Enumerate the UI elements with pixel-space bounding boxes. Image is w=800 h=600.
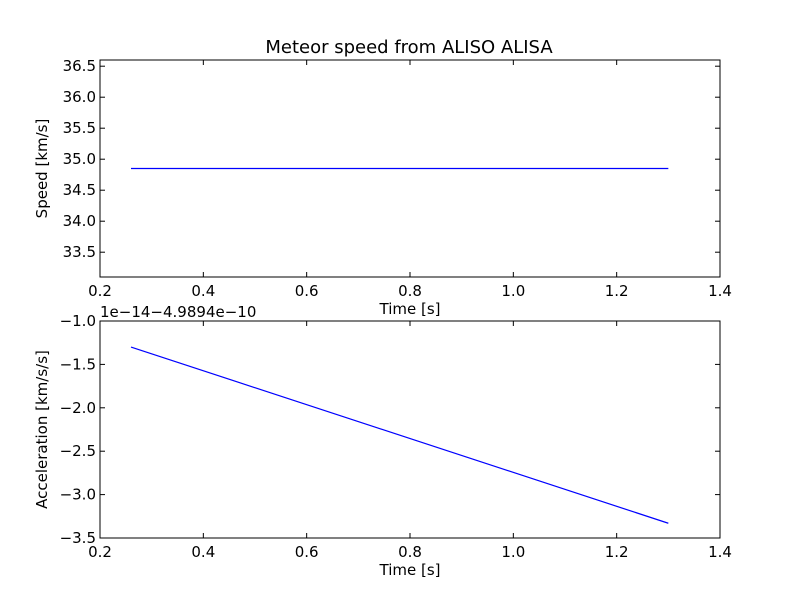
acceleration-xaxis-label: Time [s] xyxy=(379,561,441,579)
acceleration-series-line xyxy=(130,346,669,524)
speed-xtick-label: 1.0 xyxy=(501,282,525,300)
acceleration-ytick-label: −2.5 xyxy=(60,442,96,460)
speed-xtick-label: 1.2 xyxy=(605,282,629,300)
acceleration-xtick-label: 0.2 xyxy=(88,543,112,561)
acceleration-ytick-label: −2.0 xyxy=(60,399,96,417)
speed-plot: 0.2 0.4 0.6 0.8 1.0 1.2 1.4 33.5 34.0 34.5 35.0 35.… xyxy=(33,57,732,318)
acceleration-plot: 0.2 0.4 0.6 0.8 1.0 1.2 1.4 −3.5 −3.0 −2.5 −2.0 −1.… xyxy=(33,303,732,579)
acceleration-xtick-label: 0.6 xyxy=(295,543,319,561)
acceleration-xtick-label: 1.2 xyxy=(605,543,629,561)
acceleration-xtick-label: 0.8 xyxy=(398,543,422,561)
speed-ytick-label: 36.5 xyxy=(63,57,96,75)
speed-xtick-label: 0.8 xyxy=(398,282,422,300)
acceleration-ytick-label: −3.0 xyxy=(60,486,96,504)
speed-ytick-label: 35.0 xyxy=(63,150,96,168)
acceleration-ytick-label: −3.5 xyxy=(60,529,96,547)
speed-ytick-label: 33.5 xyxy=(63,243,96,261)
acceleration-axes-frame xyxy=(99,320,721,539)
speed-xtick-label: 1.4 xyxy=(708,282,732,300)
acceleration-yaxis-label: Acceleration [km/s/s] xyxy=(33,350,51,509)
acceleration-xtick-label: 1.0 xyxy=(501,543,525,561)
acceleration-ytick-label: −1.0 xyxy=(60,312,96,330)
speed-yaxis-label: Speed [km/s] xyxy=(33,119,51,219)
speed-ytick-label: 35.5 xyxy=(63,119,96,137)
chart-title: Meteor speed from ALISO ALISA xyxy=(265,37,553,58)
speed-xtick-label: 0.4 xyxy=(191,282,215,300)
acceleration-offset-text: 1e−14−4.9894e−10 xyxy=(100,303,256,321)
speed-ytick-label: 34.0 xyxy=(63,212,96,230)
acceleration-xtick-label: 1.4 xyxy=(708,543,732,561)
acceleration-xtick-label: 0.4 xyxy=(191,543,215,561)
speed-ytick-label: 36.0 xyxy=(63,88,96,106)
acceleration-ytick-label: −1.5 xyxy=(60,355,96,373)
speed-xtick-label: 0.2 xyxy=(88,282,112,300)
speed-ytick-label: 34.5 xyxy=(63,181,96,199)
speed-xtick-label: 0.6 xyxy=(295,282,319,300)
speed-xaxis-label: Time [s] xyxy=(379,300,441,318)
